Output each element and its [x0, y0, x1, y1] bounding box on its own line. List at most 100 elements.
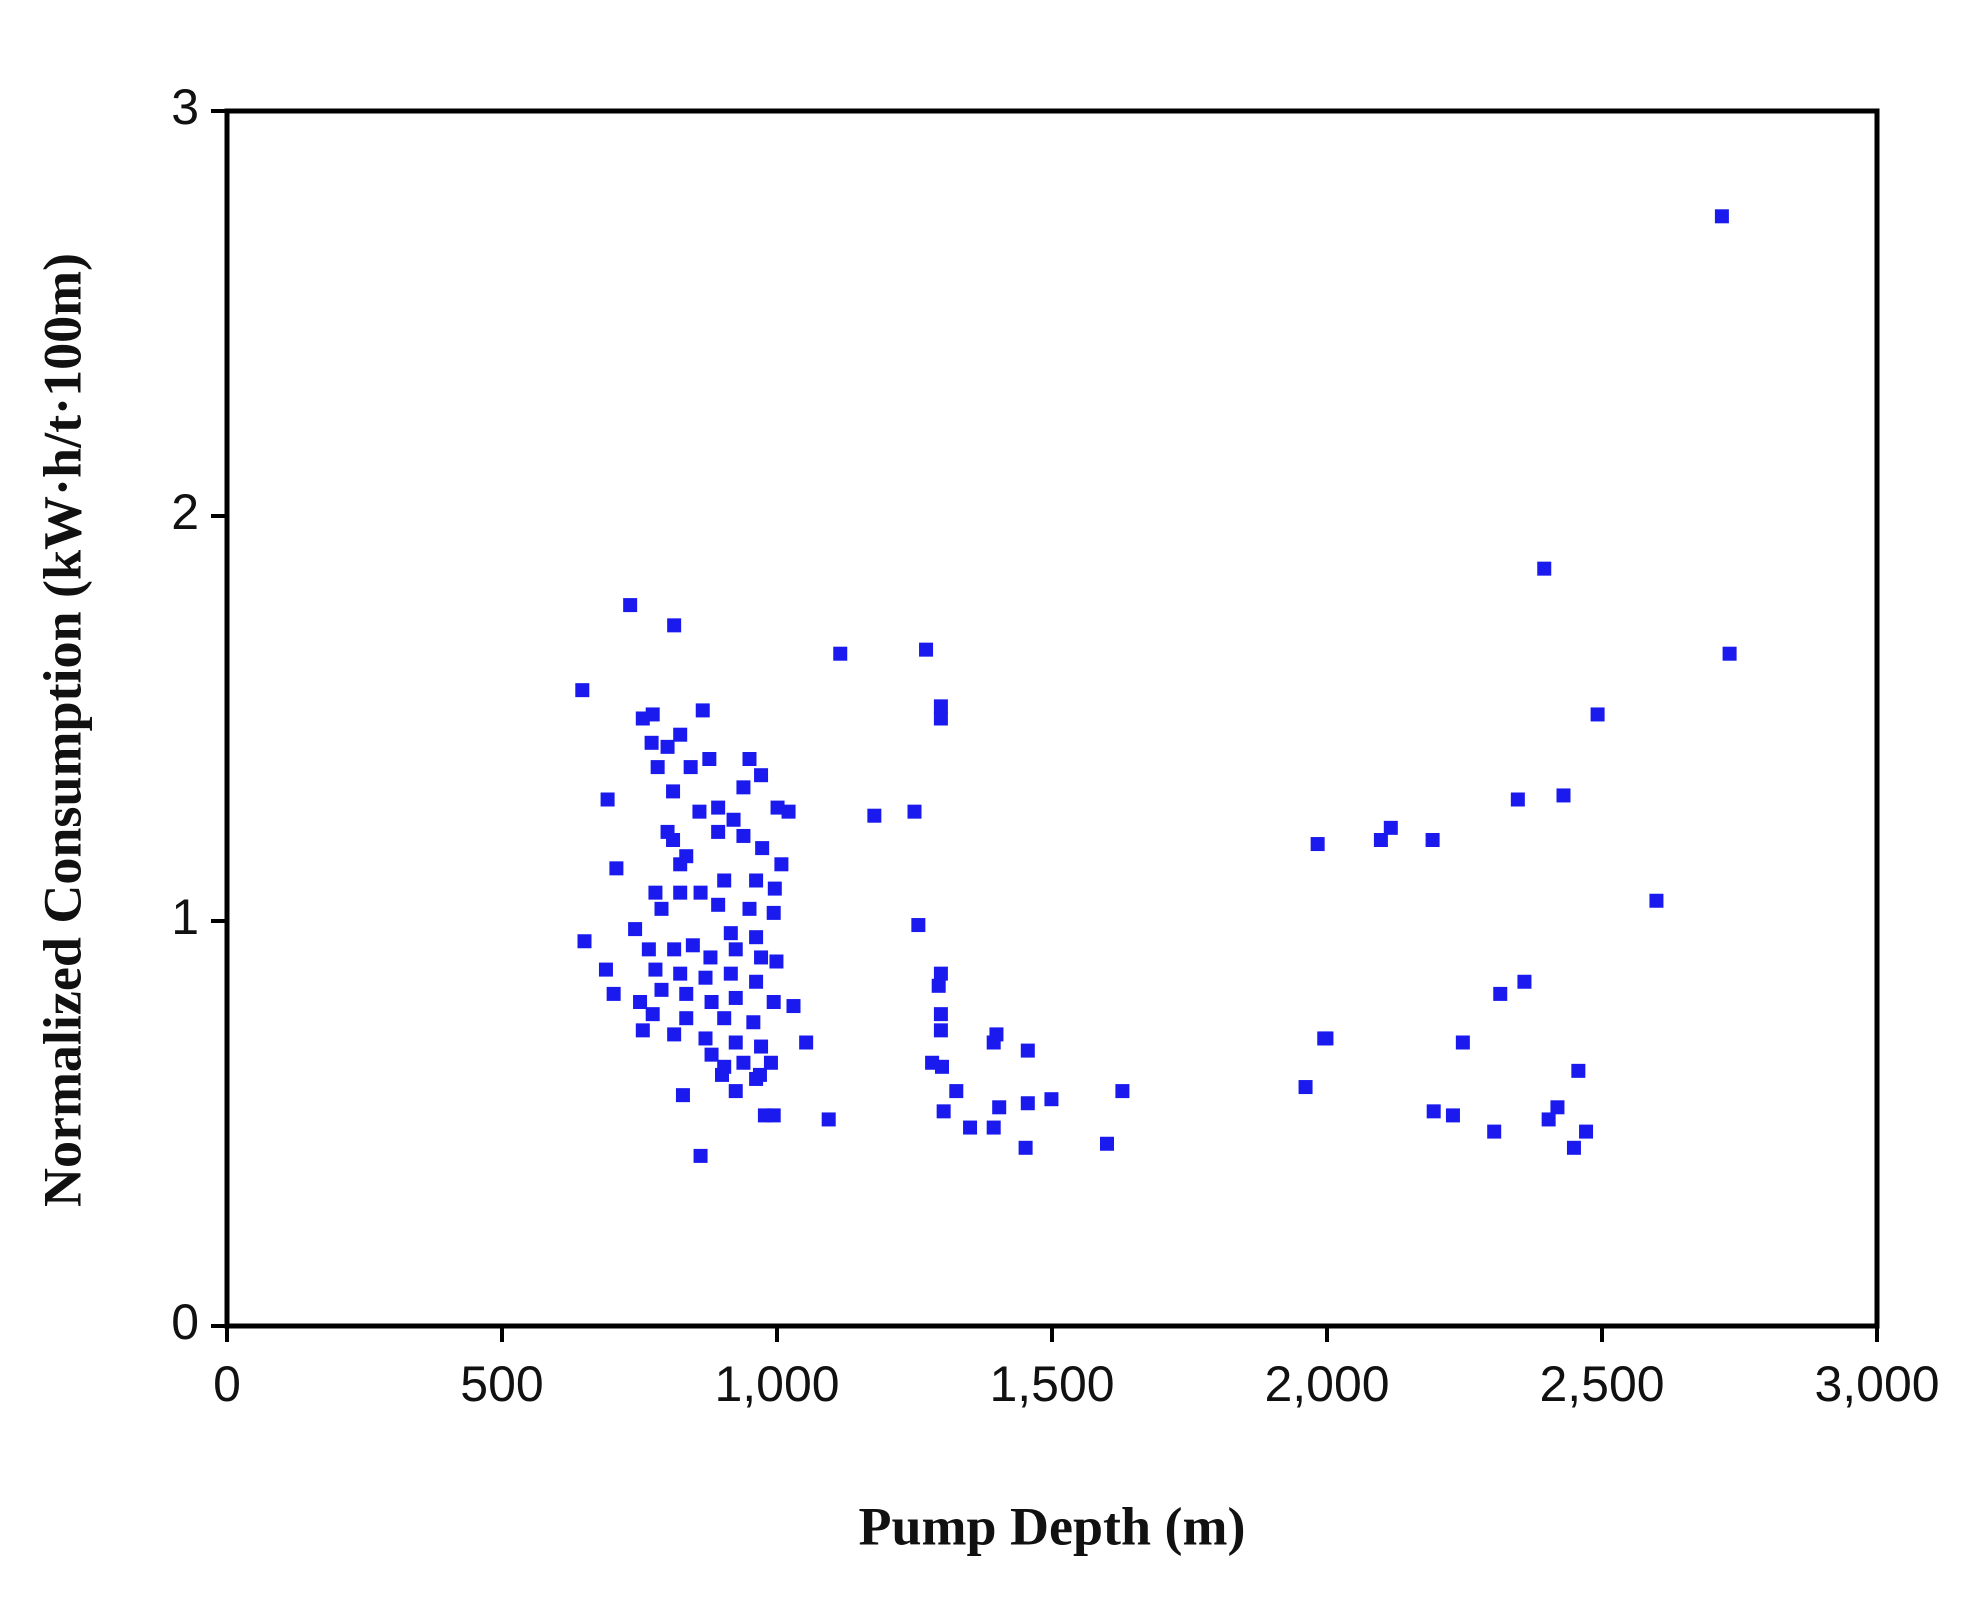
point: [1579, 1124, 1594, 1139]
point: [799, 1035, 814, 1050]
point: [673, 885, 688, 900]
point: [986, 1035, 1001, 1050]
point: [907, 804, 922, 819]
point: [752, 1067, 767, 1082]
point: [1425, 833, 1440, 847]
x-tick-label: 1,000: [714, 1356, 839, 1412]
point: [1541, 1112, 1556, 1127]
point: [1714, 209, 1729, 224]
point: [666, 833, 681, 847]
point: [1383, 820, 1398, 835]
x-tick-label: 2,000: [1264, 1356, 1389, 1412]
point: [698, 970, 713, 985]
point: [650, 760, 665, 775]
point: [1310, 837, 1325, 852]
point: [703, 950, 718, 965]
point: [746, 1015, 761, 1030]
point: [1722, 646, 1737, 661]
point: [757, 1108, 772, 1123]
point: [704, 1047, 719, 1062]
x-axis-title: Pump Depth (m): [859, 1496, 1246, 1556]
point: [606, 986, 621, 1001]
point: [695, 703, 710, 718]
y-tick-label: 3: [171, 79, 199, 135]
point: [715, 1067, 729, 1082]
point: [726, 812, 741, 827]
point: [623, 598, 638, 613]
point: [1018, 1140, 1033, 1155]
point: [1317, 1031, 1332, 1046]
point: [575, 683, 590, 698]
point: [723, 966, 738, 981]
point: [766, 995, 781, 1009]
point: [1445, 1108, 1460, 1123]
point: [1020, 1043, 1035, 1058]
point: [711, 824, 726, 839]
point: [754, 768, 769, 783]
point: [769, 954, 784, 969]
point: [736, 1055, 751, 1070]
point: [749, 974, 764, 989]
point: [666, 784, 681, 799]
point: [1550, 1100, 1565, 1115]
x-tick-label: 2,500: [1539, 1356, 1664, 1412]
point: [821, 1112, 836, 1127]
point: [867, 808, 882, 823]
point: [742, 901, 757, 916]
point: [1487, 1124, 1502, 1139]
point: [992, 1100, 1007, 1115]
point: [635, 1023, 650, 1038]
y-tick-label: 2: [171, 484, 199, 540]
point: [1537, 561, 1552, 576]
point: [723, 926, 738, 941]
point: [704, 995, 719, 1009]
point: [1455, 1035, 1470, 1050]
point: [1510, 792, 1525, 807]
point: [717, 1011, 732, 1026]
point: [1571, 1063, 1586, 1078]
point: [933, 699, 948, 714]
point: [654, 901, 669, 916]
y-axis-title: Normalized Consumption (kW·h/t·100m): [32, 253, 92, 1207]
point: [644, 735, 659, 750]
point: [693, 1148, 708, 1163]
point: [949, 1084, 964, 1099]
point: [693, 885, 708, 900]
point: [767, 881, 782, 896]
point: [770, 800, 785, 815]
point: [667, 942, 682, 957]
point: [711, 897, 726, 912]
point: [667, 1027, 682, 1042]
point: [911, 918, 926, 933]
point: [660, 739, 675, 754]
point: [736, 780, 751, 795]
point: [1298, 1080, 1313, 1095]
point: [919, 642, 934, 657]
x-tick-label: 3,000: [1814, 1356, 1939, 1412]
point: [933, 1007, 948, 1022]
point: [1115, 1084, 1130, 1099]
point: [641, 942, 656, 957]
point: [935, 1059, 949, 1074]
point: [698, 1031, 713, 1046]
point: [754, 1039, 769, 1054]
point: [711, 800, 726, 815]
point: [645, 1007, 660, 1022]
point: [963, 1120, 978, 1135]
point: [931, 978, 946, 993]
x-tick-label: 1,500: [989, 1356, 1114, 1412]
x-tick-label: 0: [213, 1356, 241, 1412]
point: [685, 938, 700, 953]
point: [1590, 707, 1605, 722]
point: [933, 711, 948, 726]
point: [609, 861, 624, 876]
point: [749, 873, 764, 888]
point: [933, 966, 948, 981]
point: [763, 1055, 778, 1070]
point: [692, 804, 707, 819]
point: [654, 982, 669, 997]
point: [1100, 1136, 1114, 1151]
point: [766, 905, 781, 920]
point: [728, 990, 743, 1005]
